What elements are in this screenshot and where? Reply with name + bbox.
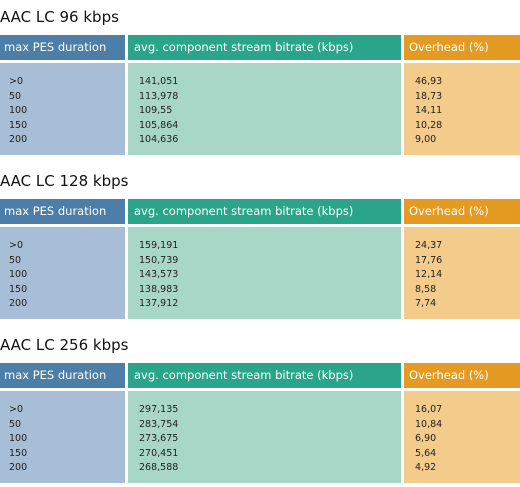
duration-value: 150 xyxy=(9,119,28,131)
overhead-value: 10,28 xyxy=(415,119,443,131)
duration-value: 200 xyxy=(9,298,28,310)
duration-value: 100 xyxy=(9,105,28,117)
overhead-value: 18,73 xyxy=(415,90,443,102)
bitrate-value: 150,739 xyxy=(139,254,179,266)
overhead-value: 12,14 xyxy=(415,269,443,281)
duration-value: 200 xyxy=(9,462,28,474)
bitrate-value: 138,983 xyxy=(139,283,179,295)
overhead-column-header: Overhead (%) xyxy=(404,199,520,224)
bitrate-cell: 297,135 283,754 273,675 270,451 268,588 xyxy=(128,391,401,483)
overhead-value: 5,64 xyxy=(415,447,437,459)
duration-value: >0 xyxy=(9,76,24,87)
overhead-value: 10,84 xyxy=(415,418,443,430)
bitrate-table: max PES duration avg. component stream b… xyxy=(0,35,520,156)
table-header: max PES duration avg. component stream b… xyxy=(0,199,520,224)
section-title: AAC LC 128 kbps xyxy=(0,172,129,190)
duration-value: 50 xyxy=(9,418,22,430)
bitrate-cell: 141,051 113,978 109,55 105,864 104,636 xyxy=(128,63,401,155)
overhead-cell: 24,37 17,76 12,14 8,58 7,74 xyxy=(404,227,520,319)
overhead-value: 14,11 xyxy=(415,105,443,117)
duration-value: 50 xyxy=(9,254,22,266)
section-title: AAC LC 96 kbps xyxy=(0,8,119,26)
bitrate-table: max PES duration avg. component stream b… xyxy=(0,363,520,484)
duration-cell: >0 50 100 150 200 xyxy=(0,227,125,319)
bitrate-value: 273,675 xyxy=(139,433,179,445)
bitrate-value: 104,636 xyxy=(139,134,179,146)
duration-value: 100 xyxy=(9,433,28,445)
bitrate-cell: 159,191 150,739 143,573 138,983 137,912 xyxy=(128,227,401,319)
overhead-value: 24,37 xyxy=(415,240,443,251)
bitrate-value: 268,588 xyxy=(139,462,179,474)
table-body: >0 50 100 150 200 141,051 113,978 109,55… xyxy=(0,63,520,155)
bitrate-table: max PES duration avg. component stream b… xyxy=(0,199,520,320)
duration-value: 150 xyxy=(9,447,28,459)
overhead-cell: 16,07 10,84 6,90 5,64 4,92 xyxy=(404,391,520,483)
bitrate-value: 137,912 xyxy=(139,298,179,310)
overhead-value: 4,92 xyxy=(415,462,437,474)
duration-value: 200 xyxy=(9,134,28,146)
bitrate-column-header: avg. component stream bitrate (kbps) xyxy=(128,363,401,388)
duration-value: >0 xyxy=(9,404,24,415)
overhead-value: 8,58 xyxy=(415,283,437,295)
bitrate-value: 297,135 xyxy=(139,404,179,415)
table-body: >0 50 100 150 200 159,191 150,739 143,57… xyxy=(0,227,520,319)
duration-column-header: max PES duration xyxy=(0,35,125,60)
bitrate-value: 143,573 xyxy=(139,269,179,281)
bitrate-column-header: avg. component stream bitrate (kbps) xyxy=(128,199,401,224)
duration-cell: >0 50 100 150 200 xyxy=(0,63,125,155)
table-header: max PES duration avg. component stream b… xyxy=(0,35,520,60)
bitrate-value: 109,55 xyxy=(139,105,173,117)
table-header: max PES duration avg. component stream b… xyxy=(0,363,520,388)
duration-column-header: max PES duration xyxy=(0,199,125,224)
overhead-value: 46,93 xyxy=(415,76,443,87)
overhead-cell: 46,93 18,73 14,11 10,28 9,00 xyxy=(404,63,520,155)
overhead-value: 6,90 xyxy=(415,433,437,445)
duration-column-header: max PES duration xyxy=(0,363,125,388)
bitrate-column-header: avg. component stream bitrate (kbps) xyxy=(128,35,401,60)
overhead-column-header: Overhead (%) xyxy=(404,363,520,388)
bitrate-value: 283,754 xyxy=(139,418,179,430)
duration-cell: >0 50 100 150 200 xyxy=(0,391,125,483)
duration-value: >0 xyxy=(9,240,24,251)
bitrate-value: 141,051 xyxy=(139,76,179,87)
bitrate-value: 113,978 xyxy=(139,90,179,102)
duration-value: 100 xyxy=(9,269,28,281)
bitrate-value: 105,864 xyxy=(139,119,179,131)
table-body: >0 50 100 150 200 297,135 283,754 273,67… xyxy=(0,391,520,483)
section-title: AAC LC 256 kbps xyxy=(0,336,129,354)
overhead-value: 17,76 xyxy=(415,254,443,266)
duration-value: 150 xyxy=(9,283,28,295)
overhead-value: 9,00 xyxy=(415,134,437,146)
overhead-value: 7,74 xyxy=(415,298,437,310)
overhead-column-header: Overhead (%) xyxy=(404,35,520,60)
overhead-value: 16,07 xyxy=(415,404,443,415)
duration-value: 50 xyxy=(9,90,22,102)
bitrate-value: 270,451 xyxy=(139,447,179,459)
bitrate-value: 159,191 xyxy=(139,240,179,251)
